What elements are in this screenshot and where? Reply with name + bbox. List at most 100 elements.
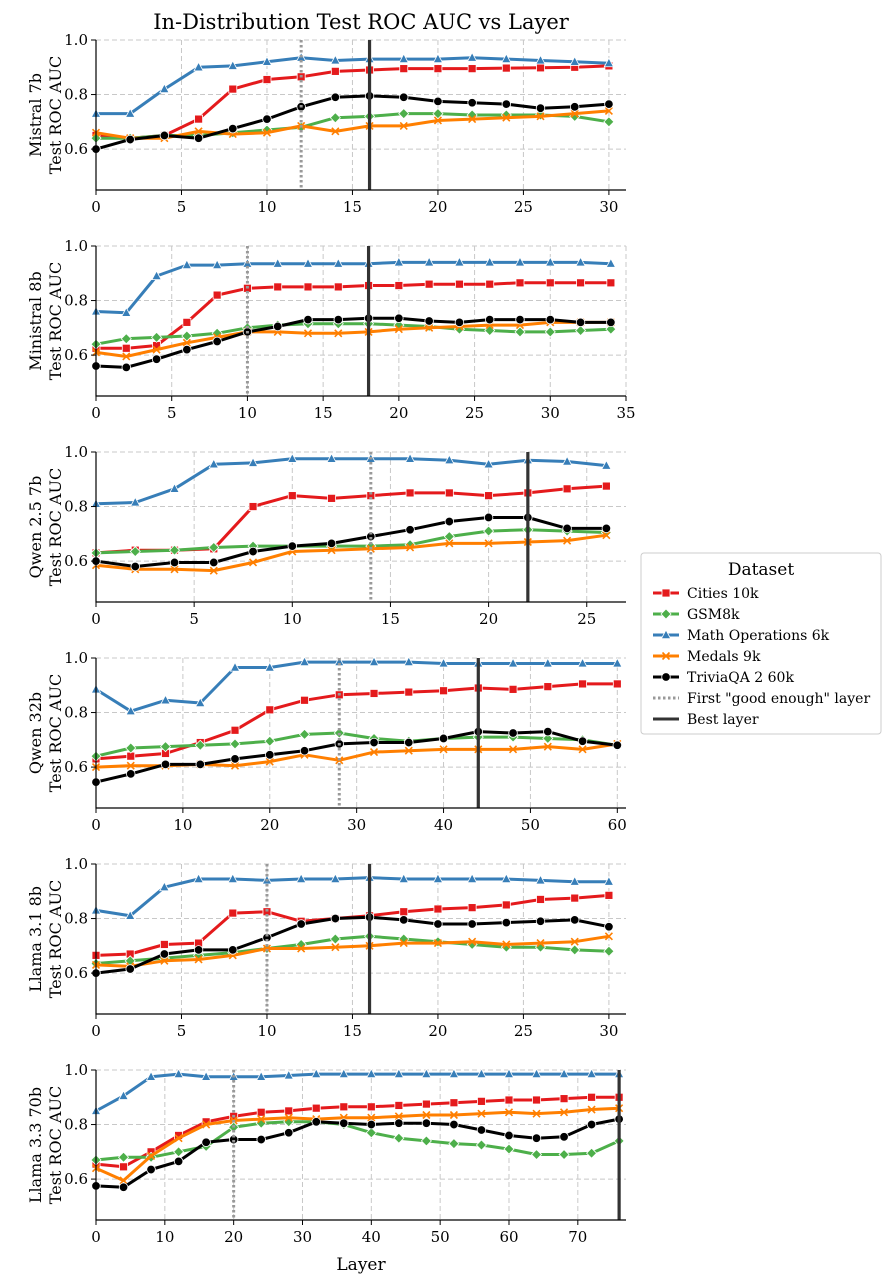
data-point — [333, 282, 343, 292]
data-point — [439, 686, 448, 696]
data-point — [146, 1151, 156, 1160]
x-tick-label: 25 — [514, 198, 533, 216]
data-point — [575, 256, 586, 267]
data-point — [405, 488, 415, 498]
data-point — [228, 908, 238, 918]
data-point — [255, 1070, 267, 1081]
data-point — [484, 256, 495, 267]
data-point — [119, 1176, 128, 1185]
data-point — [330, 913, 341, 924]
data-point — [118, 1182, 129, 1192]
data-point — [329, 112, 341, 124]
data-point — [604, 922, 614, 932]
data-point — [152, 345, 161, 354]
data-point — [476, 1125, 487, 1135]
data-point — [603, 57, 615, 68]
x-tick-label: 10 — [283, 610, 302, 628]
data-point — [445, 539, 454, 548]
data-point — [475, 1139, 488, 1151]
data-point — [284, 1128, 294, 1138]
series-math-operations-6k — [90, 871, 615, 920]
data-point — [424, 316, 434, 326]
x-tick-label: 25 — [514, 1022, 533, 1040]
data-point — [287, 491, 297, 501]
data-point — [433, 116, 443, 125]
data-point — [393, 1068, 405, 1079]
data-point — [227, 873, 239, 883]
legend-label: GSM8k — [687, 607, 740, 623]
series-triviaqa-2-60k — [91, 1114, 624, 1192]
data-point — [230, 725, 240, 735]
data-point — [296, 919, 306, 929]
data-point — [421, 1068, 432, 1079]
series-line — [95, 731, 618, 758]
legend-label: TriviaQA 2 60k — [687, 670, 794, 686]
data-point — [545, 314, 555, 325]
series-line — [95, 64, 609, 140]
y-tick-label: 1.0 — [64, 237, 88, 255]
legend-label: Math Operations 6k — [687, 628, 830, 644]
data-point — [467, 98, 477, 108]
data-point — [545, 278, 555, 288]
data-point — [327, 546, 336, 555]
x-tick-label: 20 — [224, 1228, 243, 1246]
data-point — [338, 1068, 350, 1079]
data-point — [543, 726, 553, 737]
data-point — [467, 903, 477, 913]
data-point — [535, 54, 546, 65]
data-point — [444, 488, 454, 498]
data-point — [194, 739, 206, 751]
data-point — [151, 354, 162, 364]
data-point — [368, 656, 380, 667]
series-medals-9k — [91, 932, 613, 971]
data-point — [159, 83, 170, 94]
data-point — [366, 1102, 376, 1112]
data-point — [542, 732, 554, 745]
x-tick-label: 60 — [499, 1228, 518, 1246]
data-point — [228, 945, 238, 955]
data-point — [272, 257, 283, 268]
data-point — [126, 761, 135, 770]
x-tick-label: 10 — [257, 1022, 276, 1040]
data-point — [455, 279, 464, 289]
data-point — [504, 1095, 514, 1105]
data-point — [262, 75, 272, 84]
x-tick-label: 20 — [389, 404, 408, 422]
x-tick-label: 35 — [616, 404, 635, 422]
x-tick-label: 0 — [91, 610, 101, 628]
y-tick-label: 0.6 — [64, 140, 88, 158]
data-point — [503, 1068, 515, 1079]
data-point — [212, 290, 222, 300]
x-tick-label: 40 — [362, 1228, 381, 1246]
data-point — [578, 745, 587, 754]
data-point — [476, 1068, 487, 1079]
data-point — [514, 256, 526, 267]
data-point — [577, 736, 588, 746]
data-point — [121, 362, 131, 373]
legend-marker — [660, 608, 672, 620]
series-line — [95, 1106, 620, 1182]
data-point — [365, 1127, 377, 1139]
data-point — [403, 656, 415, 667]
data-point — [211, 259, 223, 270]
series-line — [95, 533, 607, 573]
data-point — [501, 53, 512, 64]
series-math-operations-6k — [90, 51, 615, 118]
series-triviaqa-2-60k — [91, 912, 614, 978]
data-point — [399, 907, 409, 917]
x-tick-label: 0 — [91, 1228, 101, 1246]
data-point — [576, 278, 585, 288]
x-tick-label: 25 — [465, 404, 484, 422]
data-point — [467, 64, 477, 74]
data-point — [200, 1070, 212, 1081]
series-line — [95, 316, 611, 369]
data-point — [601, 481, 611, 491]
legend-label: Best layer — [687, 712, 759, 728]
data-point — [466, 51, 478, 62]
data-point — [562, 484, 572, 494]
panel-llama-3-3-70b: 0 10 20 30 40 50 60 70 0.6 0.8 1.0 Llama 3.3 70bTes… — [26, 1061, 626, 1246]
series-cities-10k — [91, 890, 614, 960]
y-tick-label: 1.0 — [64, 31, 88, 49]
x-tick-label: 30 — [541, 404, 560, 422]
data-point — [265, 705, 275, 715]
